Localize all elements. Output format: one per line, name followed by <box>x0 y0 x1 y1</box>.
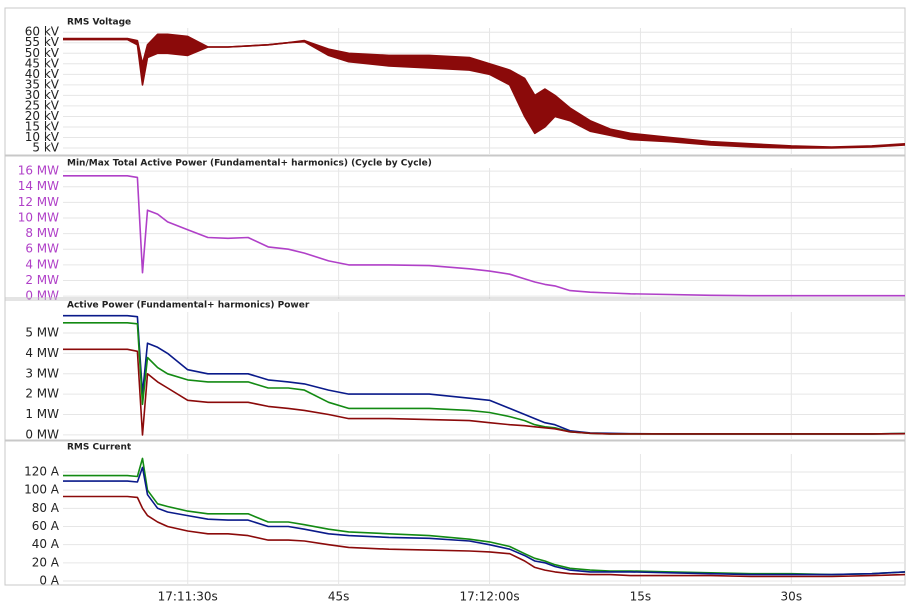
panel-frame <box>4 7 906 156</box>
y-tick-label: 2 MW <box>25 387 59 401</box>
y-tick-label: 8 MW <box>25 226 59 240</box>
y-tick-label: 2 MW <box>25 273 59 287</box>
y-tick-label: 12 MW <box>18 195 59 209</box>
y-tick-label: 0 MW <box>25 289 59 303</box>
y-tick-label: 0 MW <box>25 427 59 441</box>
panel-title: RMS Current <box>67 443 132 453</box>
x-tick-label: 17:11:30s <box>158 590 218 604</box>
series-line <box>63 33 906 148</box>
y-tick-label: 40 A <box>32 537 60 551</box>
panel-frame <box>4 297 906 441</box>
y-tick-label: 10 MW <box>18 210 59 224</box>
y-tick-label: 6 MW <box>25 242 59 256</box>
x-tick-label: 17:12:00s <box>459 590 519 604</box>
y-tick-label: 14 MW <box>18 179 59 193</box>
y-tick-label: 25 kV <box>25 98 60 112</box>
y-tick-label: 15 kV <box>25 119 60 133</box>
y-tick-label: 0 A <box>39 574 59 588</box>
series-line <box>63 457 906 576</box>
panel-title: Min/Max Total Active Power (Fundamental+… <box>67 159 432 169</box>
y-tick-label: 4 MW <box>25 257 59 271</box>
y-tick-label: 55 kV <box>25 35 60 49</box>
y-tick-label: 20 kV <box>25 109 60 123</box>
series-line <box>63 495 906 578</box>
y-tick-label: 120 A <box>24 464 60 478</box>
series-line <box>63 348 906 436</box>
y-tick-label: 3 MW <box>25 366 59 380</box>
y-tick-label: 30 kV <box>25 88 60 102</box>
series-line <box>63 466 906 576</box>
y-tick-label: 5 MW <box>25 325 59 339</box>
y-tick-label: 100 A <box>24 483 60 497</box>
panel-title: Active Power (Fundamental+ harmonics) Po… <box>67 301 310 311</box>
y-tick-label: 1 MW <box>25 407 59 421</box>
y-tick-label: 80 A <box>32 501 60 515</box>
panel-frame <box>4 155 906 301</box>
y-tick-label: 20 A <box>32 555 60 569</box>
series-line <box>63 175 905 297</box>
x-tick-label: 45s <box>328 590 350 604</box>
y-tick-label: 16 MW <box>18 164 59 178</box>
y-tick-label: 35 kV <box>25 77 60 91</box>
y-tick-label: 45 kV <box>25 56 60 70</box>
panel-frame <box>4 440 906 586</box>
series-line <box>63 38 906 149</box>
y-tick-label: 5 kV <box>32 141 59 155</box>
y-tick-label: 10 kV <box>25 130 60 144</box>
y-tick-label: 60 kV <box>25 25 60 39</box>
y-tick-label: 50 kV <box>25 46 60 60</box>
panel-title: RMS Voltage <box>67 18 131 28</box>
y-tick-label: 4 MW <box>25 346 59 360</box>
y-tick-label: 60 A <box>32 519 60 533</box>
x-tick-label: 30s <box>781 590 803 604</box>
x-tick-label: 15s <box>630 590 652 604</box>
y-tick-label: 40 kV <box>25 67 60 81</box>
